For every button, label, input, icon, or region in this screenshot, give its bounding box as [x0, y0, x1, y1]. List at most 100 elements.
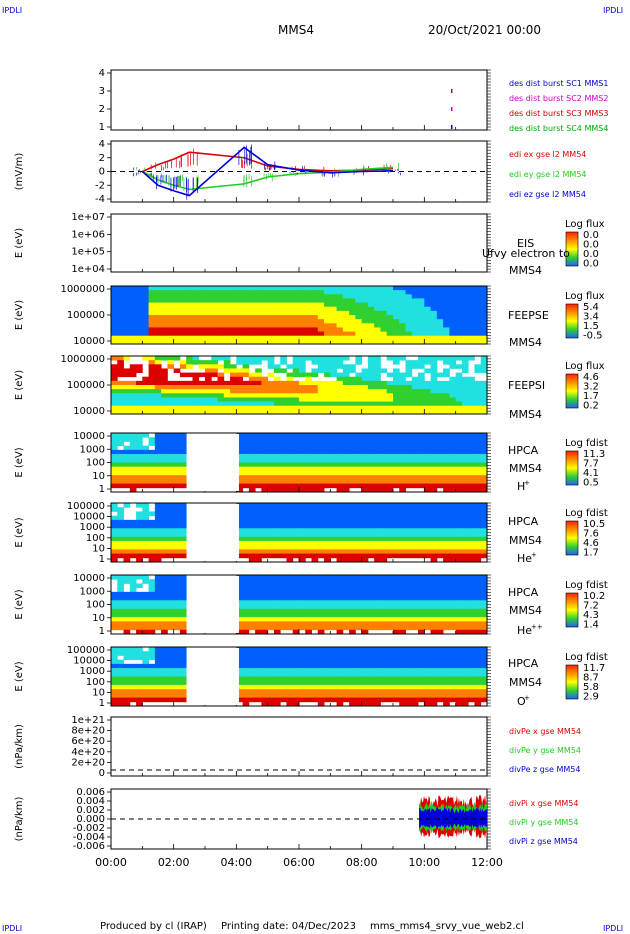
hpca-o-cell	[111, 659, 118, 665]
hpca-he-cell	[374, 553, 381, 559]
hpca-o-cell	[173, 689, 181, 694]
feepsi-cell	[399, 397, 406, 402]
hpca-he-cell	[136, 549, 143, 554]
feepsi-cell	[336, 397, 344, 402]
hpca-he-cell	[167, 545, 175, 550]
hpca-he-cell	[317, 553, 325, 559]
feepse-cell	[236, 298, 243, 303]
hpca-hepp-cell	[468, 600, 475, 605]
hpca-hepp-cell	[273, 608, 281, 614]
feepsi-ylabel: E (eV)	[14, 370, 25, 400]
hpca-o-cell	[349, 651, 356, 656]
feepsi-cell	[223, 364, 231, 369]
feepsi-cell	[186, 380, 193, 386]
feepsi-cell	[361, 385, 369, 390]
feepsi-cell	[242, 372, 250, 378]
hpca-o-species: O	[517, 695, 526, 708]
hpca-o-cell	[393, 655, 400, 661]
feepse-cell	[393, 286, 400, 291]
feepse-cell	[386, 306, 394, 312]
hpca-he-cell	[449, 519, 457, 525]
hpca-he-cell	[161, 545, 168, 550]
hpca-hepp-cell	[480, 591, 488, 597]
feepsi-cbar-tick: 1.7	[583, 391, 599, 402]
hpca-h-cell	[299, 445, 306, 451]
feepse-cell	[242, 339, 250, 345]
hpca-h-cell	[136, 454, 143, 459]
feepsi-cell	[267, 385, 275, 390]
hpca-h-cell	[399, 441, 406, 447]
eis-cbar-tick: 0.0	[583, 249, 599, 260]
feepse-cell	[167, 310, 175, 316]
hpca-o-cell	[399, 680, 406, 686]
feepsi-cell	[311, 405, 319, 411]
feepsi-cell	[167, 385, 175, 390]
feepse-cell	[468, 294, 475, 299]
hpca-h-cell	[349, 449, 356, 455]
hpca-hepp-cell	[443, 587, 450, 593]
hpca-hepp-cell	[418, 617, 425, 622]
hpca-o-cell	[405, 676, 413, 682]
feepse-cell	[380, 331, 388, 337]
feepse-cell	[418, 298, 425, 303]
feepsi-cell	[342, 397, 350, 402]
feepsi-cell	[236, 405, 243, 411]
feepsi-cell	[286, 401, 294, 407]
hpca-h-cell	[361, 441, 369, 447]
hpca-o-cell	[418, 689, 425, 694]
feepsi-cell	[129, 401, 137, 407]
feepse-cell	[292, 327, 300, 332]
feepse-cell	[380, 306, 388, 312]
hpca-he-cell	[349, 503, 356, 508]
feepsi-cell	[179, 372, 187, 378]
hpca-h-cell	[436, 433, 444, 438]
feepse-cell	[267, 315, 275, 320]
hpca-o-cell	[311, 647, 319, 652]
feepsi-cell	[317, 393, 325, 398]
feepse-cell	[192, 319, 200, 324]
hpca-h-cell	[393, 437, 400, 442]
hpca-he-cell	[179, 528, 187, 533]
hpca-hepp-cell	[461, 596, 469, 601]
hpca-h-cell	[148, 483, 156, 489]
hpca-o-cell	[167, 684, 175, 690]
hpca-he-cbar-title: Log fdist	[565, 508, 608, 519]
burst-legend-1: des dist burst SC1 MMS1	[509, 79, 608, 88]
hpca-o-cell	[474, 676, 482, 682]
feepsi-cell	[449, 405, 457, 411]
feepsi-cell	[179, 385, 187, 390]
hpca-hepp-cell	[305, 621, 312, 626]
feepse-cell	[136, 323, 143, 328]
hpca-he-cell	[142, 503, 149, 508]
feepsi-cell	[154, 385, 162, 390]
feepsi-cell	[317, 364, 325, 369]
feepsi-cell	[111, 364, 118, 369]
feepse-cell	[292, 298, 300, 303]
feepsi-cell	[142, 393, 149, 398]
feepse-cell	[480, 290, 488, 295]
hpca-he-cell	[280, 515, 287, 521]
hpca-hepp-cell	[455, 625, 463, 631]
hpca-h-cell	[461, 433, 469, 438]
feepse-cell	[242, 335, 250, 341]
hpca-h-cell	[173, 445, 181, 451]
hpca-h-cell	[361, 483, 369, 489]
feepse-cell	[449, 298, 457, 303]
feepsi-cell	[386, 397, 394, 402]
hpca-o-cell	[349, 663, 356, 669]
hpca-he-cell	[273, 503, 281, 508]
hpca-o-cell	[311, 668, 319, 673]
hpca-hepp-cell	[405, 625, 413, 631]
hpca-h-cell	[336, 487, 344, 493]
feepsi-cell	[305, 409, 312, 415]
feepsi-cell	[248, 409, 256, 415]
feepse-cell	[361, 298, 369, 303]
feepsi-cell	[436, 385, 444, 390]
hpca-o-instrument: MMS4	[509, 676, 542, 689]
hpca-h-cell	[242, 437, 250, 442]
feepse-cell	[280, 319, 287, 324]
hpca-hepp-panel-ytick-label: 1	[99, 626, 105, 637]
hpca-h-cell	[142, 483, 149, 489]
feepse-cell	[161, 294, 168, 299]
feepsi-cell	[198, 409, 206, 415]
